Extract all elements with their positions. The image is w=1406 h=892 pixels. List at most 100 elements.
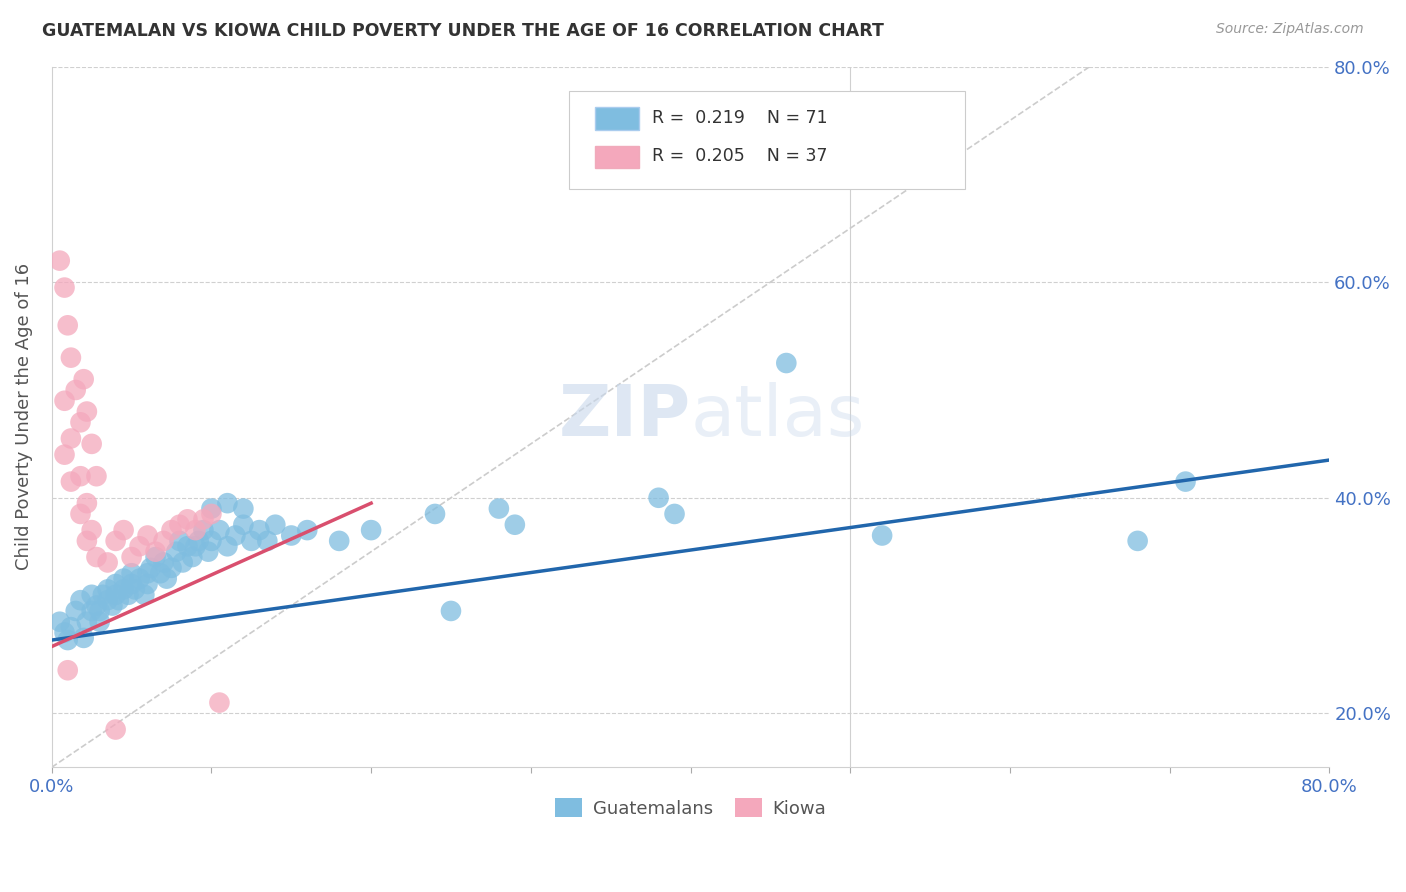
Point — [121, 577, 143, 591]
Point — [86, 550, 108, 565]
Point — [1126, 533, 1149, 548]
Point — [297, 523, 319, 537]
Point — [69, 469, 91, 483]
Point — [200, 507, 222, 521]
Point — [59, 351, 82, 365]
Point — [121, 550, 143, 565]
Point — [440, 604, 463, 618]
Point — [53, 280, 76, 294]
Point — [197, 544, 219, 558]
Point — [89, 615, 111, 629]
Point — [208, 696, 231, 710]
Point — [76, 533, 98, 548]
Point — [56, 633, 79, 648]
Point — [112, 572, 135, 586]
Point — [208, 523, 231, 537]
Point — [80, 437, 103, 451]
Point — [80, 588, 103, 602]
Point — [65, 383, 87, 397]
Point — [664, 507, 686, 521]
Point — [124, 582, 146, 597]
Point — [232, 501, 254, 516]
Point — [172, 556, 194, 570]
Text: Source: ZipAtlas.com: Source: ZipAtlas.com — [1216, 22, 1364, 37]
Text: GUATEMALAN VS KIOWA CHILD POVERTY UNDER THE AGE OF 16 CORRELATION CHART: GUATEMALAN VS KIOWA CHILD POVERTY UNDER … — [42, 22, 884, 40]
Point — [264, 517, 287, 532]
Point — [89, 604, 111, 618]
Point — [91, 588, 114, 602]
Point — [86, 469, 108, 483]
FancyBboxPatch shape — [595, 145, 640, 169]
Point — [59, 432, 82, 446]
Point — [217, 496, 239, 510]
Point — [104, 533, 127, 548]
Point — [328, 533, 350, 548]
Point — [134, 588, 156, 602]
Point — [247, 523, 270, 537]
Y-axis label: Child Poverty Under the Age of 16: Child Poverty Under the Age of 16 — [15, 263, 32, 571]
Point — [217, 539, 239, 553]
Point — [181, 550, 204, 565]
Point — [69, 593, 91, 607]
Point — [169, 517, 191, 532]
Point — [53, 393, 76, 408]
Point — [69, 507, 91, 521]
Point — [136, 566, 159, 581]
Point — [160, 523, 183, 537]
Point — [112, 582, 135, 597]
Point — [80, 523, 103, 537]
Point — [101, 599, 124, 613]
FancyBboxPatch shape — [595, 107, 640, 129]
Point — [184, 539, 207, 553]
Point — [136, 577, 159, 591]
Point — [80, 604, 103, 618]
Point — [65, 604, 87, 618]
Point — [647, 491, 669, 505]
Point — [360, 523, 382, 537]
Point — [73, 372, 96, 386]
Point — [152, 533, 174, 548]
Point — [53, 448, 76, 462]
Point — [169, 533, 191, 548]
Point — [108, 593, 131, 607]
Point — [76, 404, 98, 418]
Point — [76, 496, 98, 510]
Point — [224, 528, 246, 542]
Point — [104, 723, 127, 737]
Point — [121, 566, 143, 581]
Point — [48, 253, 70, 268]
Point — [112, 523, 135, 537]
Point — [160, 561, 183, 575]
Point — [97, 556, 120, 570]
Point — [97, 593, 120, 607]
Text: R =  0.205    N = 37: R = 0.205 N = 37 — [652, 147, 828, 165]
Point — [423, 507, 446, 521]
Point — [187, 533, 209, 548]
Point — [104, 577, 127, 591]
Point — [149, 566, 172, 581]
Point — [145, 550, 167, 565]
Point — [280, 528, 302, 542]
FancyBboxPatch shape — [569, 91, 965, 189]
Point — [176, 512, 198, 526]
Point — [128, 539, 150, 553]
Point — [117, 588, 139, 602]
Text: R =  0.219    N = 71: R = 0.219 N = 71 — [652, 110, 828, 128]
Text: atlas: atlas — [690, 383, 865, 451]
Text: ZIP: ZIP — [558, 383, 690, 451]
Point — [48, 615, 70, 629]
Point — [104, 588, 127, 602]
Point — [775, 356, 797, 370]
Point — [56, 663, 79, 677]
Point — [86, 599, 108, 613]
Point — [200, 501, 222, 516]
Point — [488, 501, 510, 516]
Point — [53, 625, 76, 640]
Point — [156, 572, 179, 586]
Point — [59, 620, 82, 634]
Point — [184, 523, 207, 537]
Point — [193, 512, 215, 526]
Point — [256, 533, 278, 548]
Point — [139, 561, 162, 575]
Point — [145, 544, 167, 558]
